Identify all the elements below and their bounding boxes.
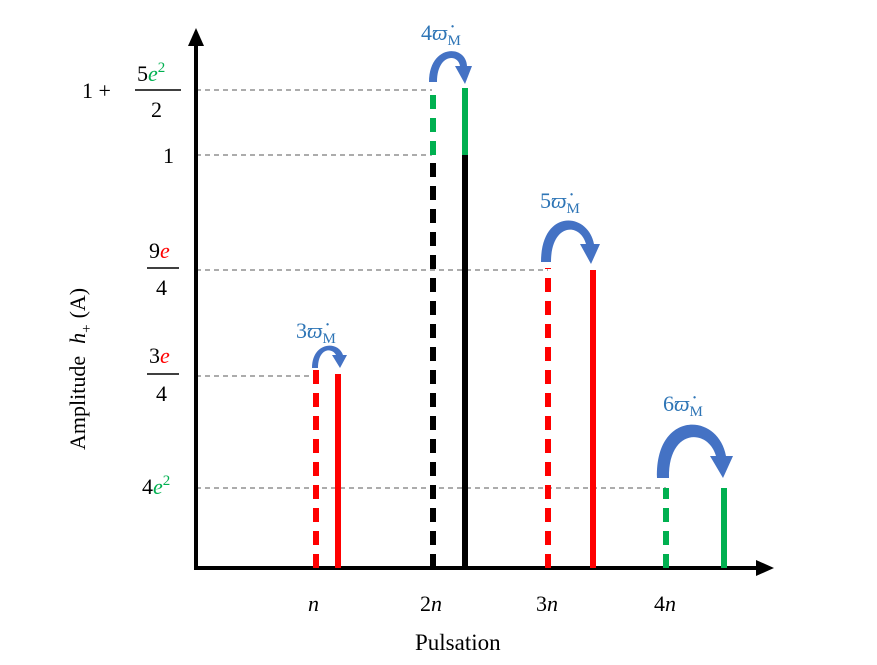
y-axis-label-math: h: [65, 333, 90, 344]
y-tick-nine-e-numerator: 9e: [149, 238, 170, 263]
arrow-label-3: 3ϖ̇M: [296, 318, 336, 347]
y-axis-label-sub: +: [79, 324, 95, 332]
y-tick-labels: 1 + 5e2 2 1 9e 4 3e 4 4e2: [82, 60, 181, 499]
x-axis-arrowhead: [756, 560, 774, 576]
y-tick-nine-e: 9e 4: [147, 238, 179, 300]
y-tick-top-num-coef: 5: [137, 61, 148, 86]
x-axis-label: Pulsation: [415, 630, 501, 655]
y-tick-four-e2-coef: 4: [142, 474, 153, 499]
x-tick-n-sym: n: [308, 591, 319, 616]
y-tick-three-e-num-var: e: [160, 343, 170, 368]
x-tick-4n-coef: 4: [654, 591, 665, 616]
x-tick-2n-coef: 2: [420, 591, 431, 616]
x-tick-n: n: [308, 591, 319, 616]
arrow-label-6-coef: 6: [663, 391, 674, 416]
arrow-label-5-sub: M: [567, 201, 580, 217]
x-tick-4n-sym: n: [665, 591, 676, 616]
y-tick-top-num-var: e: [148, 61, 158, 86]
y-tick-one: 1: [163, 143, 174, 168]
arrow-label-3-sub: M: [323, 331, 336, 347]
y-tick-four-e2: 4e2: [142, 473, 170, 499]
spectral-lines: [313, 88, 727, 568]
arrow-labels: 3ϖ̇M 4ϖ̇M 5ϖ̇M 6ϖ̇M: [296, 20, 703, 420]
y-tick-top: 1 + 5e2 2: [82, 60, 181, 122]
arrow-label-3-coef: 3: [296, 318, 307, 343]
y-tick-top-num-exp: 2: [158, 60, 166, 76]
curved-arrow-icon: [312, 345, 347, 368]
y-tick-four-e2-var: e: [153, 474, 163, 499]
y-tick-nine-e-num-coef: 9: [149, 238, 160, 263]
arrow-label-6-sub: M: [690, 404, 703, 420]
curved-arrow-icon: [429, 51, 472, 84]
guide-lines: [196, 89, 666, 489]
y-tick-top-denominator: 2: [151, 97, 162, 122]
y-tick-top-prefix: 1 +: [82, 78, 111, 103]
arrow-label-4-sub: M: [448, 33, 461, 49]
y-axis-label-arg: (A): [65, 288, 90, 319]
axes: [188, 28, 774, 576]
y-tick-three-e-num-coef: 3: [149, 343, 160, 368]
y-axis-arrowhead: [188, 28, 204, 46]
y-tick-three-e: 3e 4: [147, 343, 179, 406]
arrow-label-5: 5ϖ̇M: [540, 188, 580, 217]
y-tick-top-numerator: 5e2: [137, 60, 165, 86]
y-tick-nine-e-num-var: e: [160, 238, 170, 263]
arrow-label-5-coef: 5: [540, 188, 551, 213]
x-tick-3n-sym: n: [547, 591, 558, 616]
x-tick-2n: 2n: [420, 591, 442, 616]
y-tick-nine-e-denominator: 4: [156, 275, 167, 300]
x-tick-2n-sym: n: [431, 591, 442, 616]
y-tick-three-e-numerator: 3e: [149, 343, 170, 368]
y-axis-label: Amplitude h+ (A): [65, 288, 95, 450]
arrow-label-4-coef: 4: [421, 20, 432, 45]
x-tick-4n: 4n: [654, 591, 676, 616]
x-tick-3n: 3n: [536, 591, 558, 616]
x-tick-labels: n 2n 3n 4n: [308, 591, 676, 616]
shift-arrows: [312, 51, 733, 478]
y-axis-label-text: Amplitude: [65, 356, 90, 450]
arrow-label-6: 6ϖ̇M: [663, 391, 703, 420]
curved-arrow-icon: [541, 220, 600, 264]
y-tick-four-e2-exp: 2: [163, 473, 171, 489]
y-tick-three-e-denominator: 4: [156, 381, 167, 406]
x-tick-3n-coef: 3: [536, 591, 547, 616]
curved-arrow-icon: [656, 424, 733, 478]
arrow-label-4: 4ϖ̇M: [421, 20, 461, 49]
